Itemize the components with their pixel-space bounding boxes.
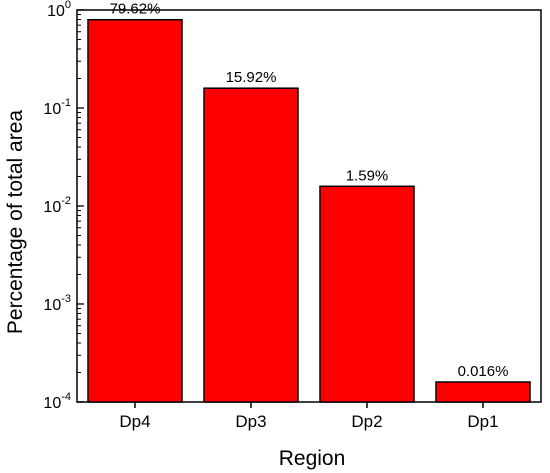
bars [87, 18, 531, 403]
x-axis: Dp4 Dp3 Dp2 Dp1 [119, 402, 499, 431]
bar-dp2 [319, 185, 415, 403]
data-label-dp2: 1.59% [346, 167, 389, 184]
y-tick-label: 10-3 [43, 293, 71, 314]
y-tick-label: 10-4 [43, 391, 71, 412]
x-tick-label-dp4: Dp4 [119, 412, 150, 431]
bar-dp3 [203, 87, 299, 403]
bar-dp1 [435, 381, 531, 403]
data-label-dp4: 79.62% [110, 1, 161, 18]
data-label-dp3: 15.92% [226, 69, 277, 86]
x-tick-label-dp3: Dp3 [235, 412, 266, 431]
x-tick-label-dp1: Dp1 [467, 412, 498, 431]
y-tick-label: 10-1 [43, 97, 71, 118]
y-tick-label: 10-2 [43, 195, 71, 216]
bar-dp4 [87, 18, 183, 403]
x-tick-label-dp2: Dp2 [351, 412, 382, 431]
data-label-dp1: 0.016% [458, 363, 509, 380]
data-labels: 79.62% 15.92% 1.59% 0.016% [110, 1, 509, 380]
y-axis-title: Percentage of total area [4, 110, 27, 334]
x-axis-title: Region [279, 447, 346, 470]
y-tick-label: 100 [47, 0, 71, 20]
y-axis: 100 10-1 10-2 10-3 10-4 [43, 0, 84, 412]
